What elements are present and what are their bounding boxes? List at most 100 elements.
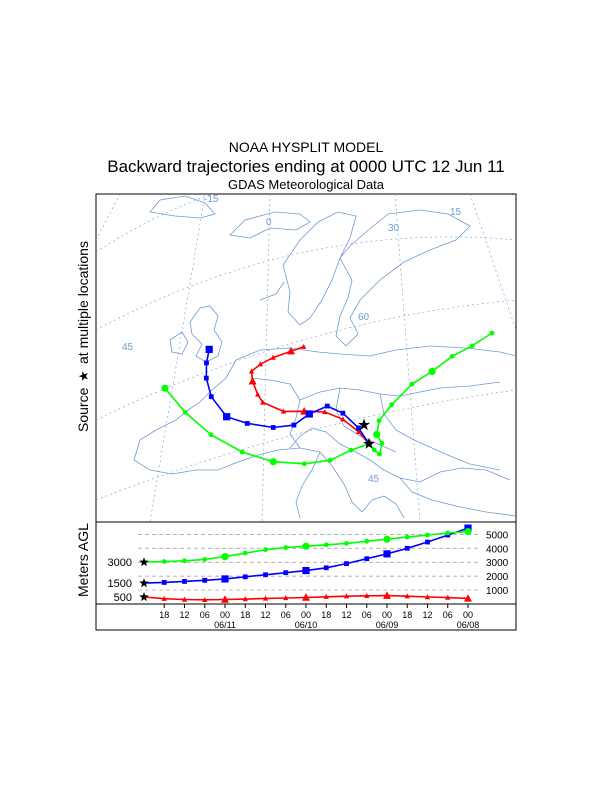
grid-labels: -15 0 15 30 45 60 45 [122, 194, 462, 485]
map-trajectory-marker [301, 343, 307, 349]
height-trajectory-marker [445, 594, 451, 600]
height-trajectory-marker [302, 566, 310, 575]
map-trajectory-marker [377, 451, 382, 457]
map-trajectory-marker [239, 449, 245, 455]
height-xtick-label: 18 [159, 610, 169, 620]
height-trajectory-marker [323, 593, 329, 599]
height-trajectory-marker [283, 595, 289, 601]
map-trajectory-marker [208, 432, 214, 438]
side-label-star: ★ [76, 370, 91, 382]
map-trajectory-marker [340, 416, 346, 422]
title-line-3: GDAS Meteorological Data [228, 177, 385, 192]
height-date-label: 06/10 [295, 620, 318, 630]
height-ytick-label: 4000 [486, 544, 509, 555]
height-trajectory-marker [344, 541, 349, 546]
grid-label: -15 [204, 194, 219, 205]
height-ytick-label: 1000 [486, 586, 509, 597]
height-trajectory-marker [202, 577, 208, 583]
map-trajectory-marker [287, 346, 295, 355]
height-trajectory-marker [425, 532, 430, 538]
map-trajectory-marker [248, 368, 255, 374]
map-trajectory-marker [327, 457, 333, 463]
map-trajectory-marker [269, 458, 277, 466]
height-trajectory-marker [425, 539, 430, 545]
map-source-star [363, 437, 375, 449]
height-trajectory-marker [424, 594, 431, 600]
height-xtick-label: 12 [179, 610, 189, 620]
height-start-star [139, 592, 149, 602]
map-trajectory-marker [409, 381, 415, 387]
height-trajectory-marker [242, 550, 248, 556]
map-trajectory-marker [305, 410, 313, 418]
height-trajectory-marker [404, 593, 410, 599]
height-xtick-label: 00 [301, 610, 311, 620]
graticule [96, 194, 516, 522]
height-ytick-label: 3000 [486, 558, 509, 569]
height-start-star [139, 557, 149, 567]
height-trajectory-marker [364, 592, 370, 598]
map-trajectory-marker [379, 440, 385, 446]
height-trajectory-marker [383, 591, 391, 599]
height-trajectory-marker [221, 575, 229, 583]
height-xtick-label: 18 [321, 610, 331, 620]
height-ytick-label: 5000 [486, 530, 509, 541]
height-trajectory-marker [302, 593, 310, 601]
height-trajectory-marker [464, 527, 472, 536]
title-line-1: NOAA HYSPLIT MODEL [229, 139, 384, 155]
height-panel: 1000 2000 3000 4000 5000 18 12 06 00 18 12 06 00 18 1… [75, 521, 517, 631]
height-trajectory-marker [302, 542, 310, 550]
map-trajectory-marker [371, 447, 377, 453]
height-trajectory-marker [464, 594, 472, 602]
map-trajectory-marker [161, 384, 169, 392]
height-trajectory-marker [161, 580, 167, 585]
map-trajectory-marker [373, 430, 381, 439]
height-xtick-label: 18 [240, 610, 250, 620]
map-trajectory-marker [182, 410, 188, 415]
map-trajectory-marker [428, 367, 436, 375]
height-trajectory-marker [262, 595, 269, 601]
height-xtick-label: 06 [200, 610, 210, 620]
height-xtick-label: 12 [422, 610, 432, 620]
height-trajectory-marker [221, 595, 229, 603]
height-trajectory-marker [445, 530, 451, 536]
height-xtick-label: 06 [443, 610, 453, 620]
height-trajectory-marker [283, 570, 289, 576]
map-trajectory-marker [208, 394, 214, 400]
map-trajectory-marker [257, 361, 263, 367]
grid-label: 15 [450, 207, 462, 218]
map-trajectory-marker [244, 421, 250, 426]
map-trajectory-marker [248, 376, 257, 385]
map-trajectory-marker [489, 330, 495, 336]
grid-label: 60 [358, 312, 370, 323]
height-xtick-label: 00 [463, 610, 473, 620]
map-trajectory-marker [389, 402, 395, 407]
map-trajectory-marker [260, 399, 266, 405]
map-trajectory-marker [270, 354, 276, 360]
map-trajectory-marker [324, 403, 330, 409]
grid-label: 45 [368, 474, 380, 485]
height-start-label: 1500 [108, 578, 132, 590]
height-trajectory-marker [182, 558, 187, 564]
height-start-star [139, 578, 149, 588]
height-trajectory-marker [202, 557, 208, 562]
height-trajectory-marker [242, 574, 248, 580]
map-trajectory-marker [203, 375, 209, 381]
height-ylabel: Meters AGL [75, 523, 91, 597]
map-trajectory-marker [223, 413, 231, 421]
map-trajectory-marker [469, 343, 475, 349]
height-trajectory-marker [323, 542, 329, 548]
height-xtick-label: 06 [362, 610, 372, 620]
map-trajectory-marker [205, 345, 213, 353]
map-trajectory-marker [301, 461, 307, 467]
height-trajectory-marker [202, 596, 208, 602]
source-star: ★ [357, 417, 371, 434]
height-trajectory-marker [283, 545, 289, 550]
map-trajectory-marker [280, 408, 287, 414]
side-label-locations: at multiple locations [75, 241, 91, 364]
height-xtick-label: 00 [220, 610, 230, 620]
map-trajectory-marker [356, 425, 361, 431]
map-trajectory-marker [270, 425, 276, 430]
height-start-label: 500 [114, 592, 132, 604]
height-date-label: 06/11 [214, 620, 236, 630]
